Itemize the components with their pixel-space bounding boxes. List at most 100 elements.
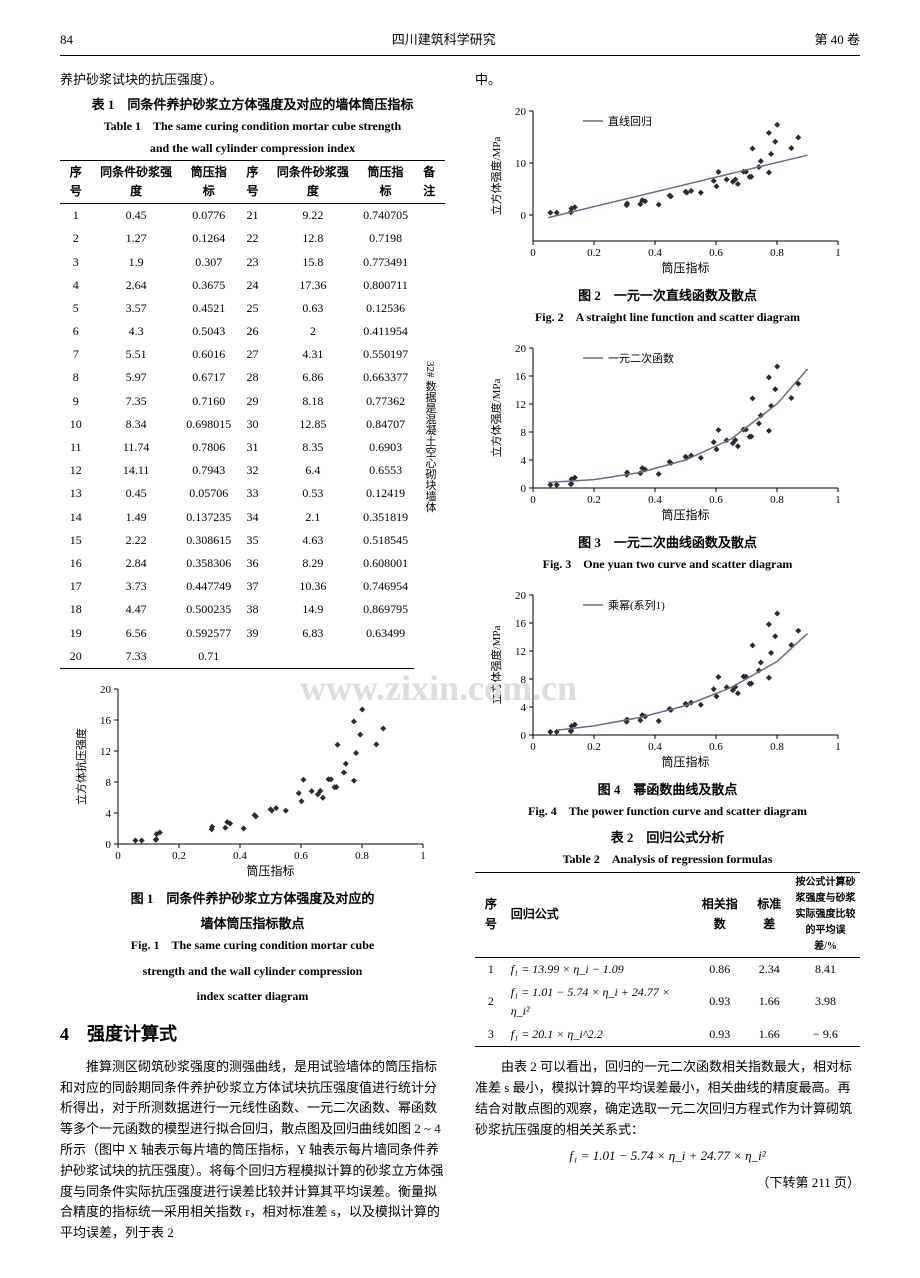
svg-text:0.8: 0.8	[770, 494, 784, 506]
table-cell: 17	[60, 575, 91, 598]
svg-text:0.4: 0.4	[648, 741, 662, 753]
table-cell: 8.35	[268, 436, 357, 459]
table-cell	[358, 645, 414, 669]
table-cell: f₁ = 13.99 × η_i − 1.09	[507, 957, 692, 981]
fig1-caption-en2: strength and the wall cylinder compressi…	[60, 962, 445, 981]
table-cell: 0.550197	[358, 343, 414, 366]
table-cell: 1.66	[747, 1023, 791, 1047]
table-cell: 4.63	[268, 529, 357, 552]
table-cell: 0.137235	[181, 506, 237, 529]
table-cell: 8.18	[268, 390, 357, 413]
table-cell: 9.22	[268, 204, 357, 228]
t2-h0: 序号	[475, 872, 507, 957]
table-cell: 2.22	[91, 529, 180, 552]
table-cell: 1.27	[91, 227, 180, 250]
svg-text:0.2: 0.2	[587, 494, 601, 506]
table-cell: 0.308615	[181, 529, 237, 552]
table-cell: 0.05706	[181, 482, 237, 505]
table-cell: 20	[60, 645, 91, 669]
svg-text:0.4: 0.4	[648, 247, 662, 259]
table-cell: 1	[60, 204, 91, 228]
th-seq1: 序号	[60, 160, 91, 203]
table-cell: 1.9	[91, 251, 180, 274]
svg-text:12: 12	[515, 399, 526, 411]
table-cell: 24	[237, 274, 268, 297]
table-cell: 1.66	[747, 981, 791, 1023]
left-column: 养护砂浆试块的抗压强度）。 表 1 同条件养护砂浆立方体强度及对应的墙体筒压指标…	[60, 70, 445, 1248]
svg-text:0: 0	[520, 730, 526, 742]
fig1-caption-cn2: 墙体筒压指标散点	[60, 914, 445, 935]
svg-text:立方体强度/MPa: 立方体强度/MPa	[489, 625, 503, 704]
svg-text:4: 4	[520, 455, 526, 467]
table-cell: 8	[60, 366, 91, 389]
table-cell: 32	[237, 459, 268, 482]
table-cell: 0.63499	[358, 622, 414, 645]
table-cell: 0.351819	[358, 506, 414, 529]
table-cell: 0.7160	[181, 390, 237, 413]
table-cell: 2	[60, 227, 91, 250]
table-cell: 5.51	[91, 343, 180, 366]
table-cell: 8.29	[268, 552, 357, 575]
table-cell: 6.83	[268, 622, 357, 645]
table-cell: 0.93	[692, 981, 747, 1023]
svg-text:0.6: 0.6	[294, 850, 308, 862]
table-cell: 4.47	[91, 598, 180, 621]
svg-text:筒压指标: 筒压指标	[246, 863, 294, 878]
th-index2: 筒压指标	[358, 160, 414, 203]
table-cell: 8.41	[791, 957, 860, 981]
svg-text:12: 12	[100, 746, 111, 758]
svg-text:0.6: 0.6	[709, 247, 723, 259]
table-cell: f₁ = 20.1 × η_i^2.2	[507, 1023, 692, 1047]
fig4-caption-cn: 图 4 幂函数曲线及散点	[475, 780, 860, 801]
th-seq2: 序号	[237, 160, 268, 203]
svg-text:0: 0	[520, 483, 526, 495]
table-cell: 0.500235	[181, 598, 237, 621]
table-cell: 12.85	[268, 413, 357, 436]
table-cell: 0.608001	[358, 552, 414, 575]
table-cell: 2.34	[747, 957, 791, 981]
table-cell: 0.800711	[358, 274, 414, 297]
table-cell: 10	[60, 413, 91, 436]
continue-note: （下转第 211 页）	[475, 1173, 860, 1194]
table-cell: 9	[60, 390, 91, 413]
th-note: 备注	[414, 160, 446, 203]
svg-text:16: 16	[515, 618, 527, 630]
svg-text:0.6: 0.6	[709, 741, 723, 753]
table1-note: 32# 数据是混凝土空心砌块墙体	[414, 204, 446, 669]
fig1-caption-en3: index scatter diagram	[60, 987, 445, 1006]
svg-text:0: 0	[530, 741, 536, 753]
svg-text:8: 8	[105, 777, 111, 789]
table-cell	[237, 645, 268, 669]
table-cell: 14.11	[91, 459, 180, 482]
svg-text:0: 0	[105, 839, 111, 851]
right-intro: 中。	[475, 70, 860, 91]
fig3-caption-cn: 图 3 一元二次曲线函数及散点	[475, 533, 860, 554]
table-cell: 0.5043	[181, 320, 237, 343]
table-cell: 0.6553	[358, 459, 414, 482]
table-cell: 0.6016	[181, 343, 237, 366]
table-cell: 8.34	[91, 413, 180, 436]
table-cell: 0.7806	[181, 436, 237, 459]
table1: 序号 同条件砂浆强度 筒压指标 序号 同条件砂浆强度 筒压指标 备注 10.45…	[60, 160, 445, 669]
table-cell: 0.3675	[181, 274, 237, 297]
svg-text:一元二次函数: 一元二次函数	[608, 351, 674, 365]
fig2-caption-en: Fig. 2 A straight line function and scat…	[475, 308, 860, 327]
fig1-caption-cn1: 图 1 同条件养护砂浆立方体强度及对应的	[60, 889, 445, 910]
table-cell: 7.35	[91, 390, 180, 413]
table-cell: 0.77362	[358, 390, 414, 413]
table-cell: 5	[60, 297, 91, 320]
table-cell: 16	[60, 552, 91, 575]
svg-text:0.2: 0.2	[172, 850, 186, 862]
table-cell: 11	[60, 436, 91, 459]
table-cell: 0.12536	[358, 297, 414, 320]
svg-text:乘幂(系列1): 乘幂(系列1)	[608, 598, 665, 612]
table-cell: 1	[475, 957, 507, 981]
table-cell: 39	[237, 622, 268, 645]
table-cell: 19	[60, 622, 91, 645]
table-cell: 1.49	[91, 506, 180, 529]
right-column: 中。 00.20.40.60.8101020筒压指标立方体强度/MPa直线回归 …	[475, 70, 860, 1248]
svg-text:0.4: 0.4	[233, 850, 247, 862]
fig3-chart: 00.20.40.60.81048121620筒压指标立方体强度/MPa一元二次…	[475, 338, 860, 523]
table1-title-en2: and the wall cylinder compression index	[60, 139, 445, 158]
table2: 序号 回归公式 相关指数 标准差 按公式计算砂浆强度与砂浆实际强度比较的平均误差…	[475, 872, 860, 1048]
